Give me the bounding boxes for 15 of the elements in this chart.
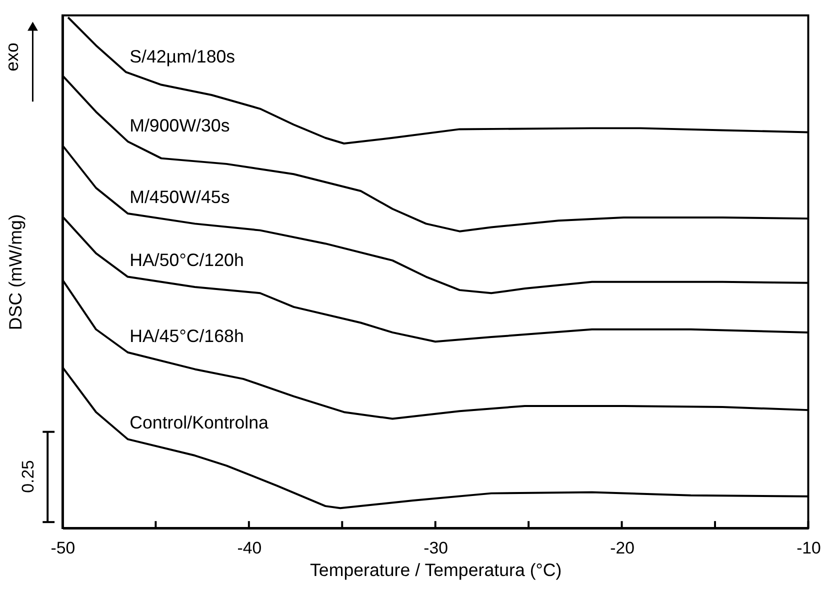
- series-label: M/900W/30s: [130, 115, 230, 136]
- series-label: HA/45°C/168h: [130, 326, 244, 346]
- x-tick-label: -30: [424, 538, 448, 558]
- x-tick-label: -40: [237, 538, 262, 558]
- series-label: M/450W/45s: [130, 186, 230, 207]
- y-axis-title: DSC (mW/mg): [5, 214, 26, 330]
- x-axis-title: Temperature / Temperatura (°C): [310, 560, 562, 580]
- series-label: S/42µm/180s: [130, 46, 236, 66]
- x-tick-label: -10: [796, 538, 821, 558]
- series-label: HA/50°C/120h: [130, 250, 244, 270]
- text: 0.25: [18, 460, 38, 493]
- x-tick-label: -20: [610, 538, 634, 558]
- text: exo: [2, 42, 22, 72]
- series-label: Control/Kontrolna: [130, 412, 269, 433]
- x-tick-label: -50: [50, 538, 76, 558]
